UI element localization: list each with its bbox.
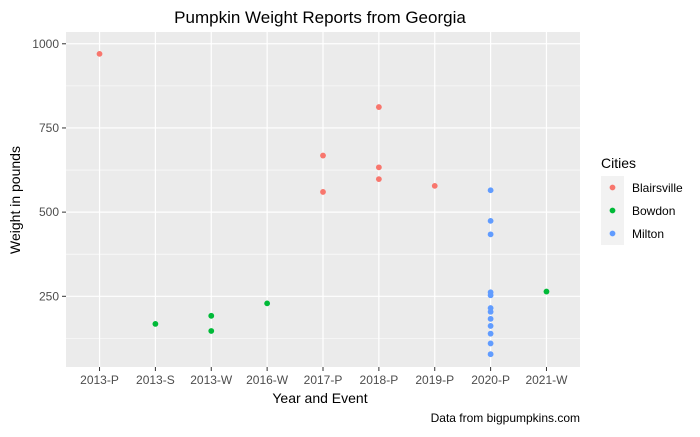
y-axis-label: Weight in pounds [7, 146, 23, 254]
legend-marker-bowdon [609, 207, 616, 214]
x-tick-label: 2021-W [525, 373, 568, 387]
data-point-milton [487, 292, 494, 299]
x-axis-label: Year and Event [272, 390, 367, 406]
legend-label-blairsville: Blairsville [632, 181, 683, 195]
data-point-bowdon [208, 312, 215, 319]
data-point-milton [487, 340, 494, 347]
data-point-bowdon [208, 328, 215, 334]
x-axis: 2013-P 2013-S 2013-W 2016-W 2017-P 2018-P 2019… [80, 367, 568, 387]
x-tick-label: 2020-P [471, 373, 510, 387]
data-point-bowdon [543, 288, 550, 295]
legend-label-bowdon: Bowdon [632, 204, 675, 218]
y-tick-label: 750 [39, 121, 59, 135]
data-point-milton [487, 315, 494, 322]
legend-title: Cities [601, 155, 636, 171]
y-tick-label: 500 [39, 205, 59, 219]
x-tick-label: 2013-W [190, 373, 233, 387]
chart-title: Pumpkin Weight Reports from Georgia [174, 8, 466, 27]
data-point-bowdon [264, 300, 271, 307]
legend-label-milton: Milton [632, 227, 664, 241]
data-point-blairsville [375, 164, 382, 171]
y-tick-label: 250 [39, 289, 59, 303]
legend-marker-milton [609, 230, 616, 237]
data-point-milton [487, 217, 494, 224]
data-point-milton [487, 351, 494, 358]
data-point-milton [487, 308, 494, 315]
x-tick-label: 2013-S [136, 373, 175, 387]
data-points [96, 50, 550, 358]
data-point-milton [487, 323, 494, 329]
y-axis: 250 500 750 1000 [32, 37, 66, 303]
y-tick-label: 1000 [32, 37, 59, 51]
data-point-blairsville [96, 50, 103, 57]
legend: Cities Blairsville Bowdon Milton [601, 155, 683, 245]
data-point-blairsville [431, 182, 438, 189]
data-point-blairsville [375, 176, 382, 183]
data-point-blairsville [320, 189, 326, 195]
data-point-bowdon [152, 321, 159, 327]
x-tick-label: 2013-P [80, 373, 119, 387]
x-tick-label: 2019-P [415, 373, 454, 387]
x-tick-label: 2018-P [360, 373, 399, 387]
chart-caption: Data from bigpumpkins.com [431, 411, 580, 425]
legend-marker-blairsville [609, 184, 616, 191]
data-point-blairsville [375, 104, 382, 110]
data-point-milton [487, 187, 494, 194]
data-point-blairsville [320, 152, 326, 159]
x-tick-label: 2017-P [304, 373, 343, 387]
data-point-milton [487, 330, 494, 337]
data-point-milton [487, 231, 494, 238]
x-tick-label: 2016-W [246, 373, 289, 387]
